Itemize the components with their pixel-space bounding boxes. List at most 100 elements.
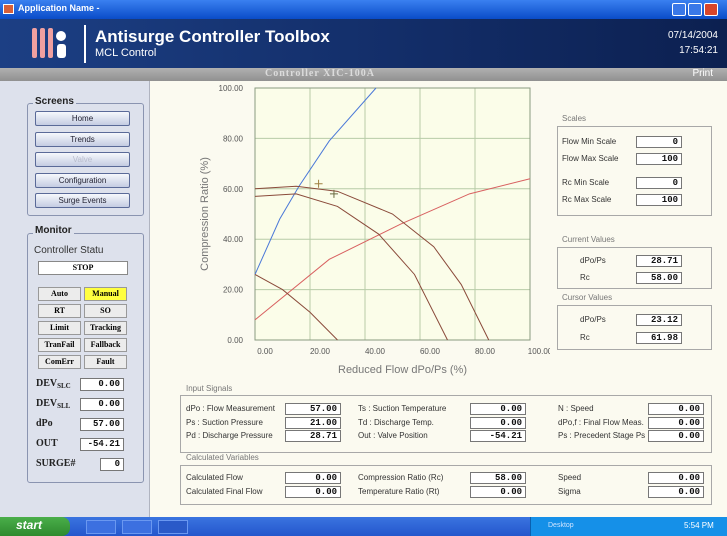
signal-label: Ps : Precedent Stage Ps xyxy=(558,431,646,440)
signal-value: 0.00 xyxy=(648,472,704,484)
field-label: dPo/Ps xyxy=(580,256,606,265)
status-flag: SO xyxy=(84,304,127,318)
start-label[interactable]: start xyxy=(16,518,43,532)
status-flag: TranFail xyxy=(38,338,81,352)
x-tick-label: 80.00 xyxy=(475,347,496,356)
status-flag: RT xyxy=(38,304,81,318)
x-tick-label: 0.00 xyxy=(257,347,273,356)
task-button[interactable] xyxy=(122,520,152,534)
task-button[interactable] xyxy=(158,520,188,534)
reading-value: 0.00 xyxy=(80,378,124,391)
signal-value: 21.00 xyxy=(285,416,341,429)
reading-value: -54.21 xyxy=(80,438,124,451)
y-tick-label: 60.00 xyxy=(223,185,244,194)
screens-group xyxy=(27,103,144,216)
section-box xyxy=(557,305,712,350)
field-value[interactable]: 61.98 xyxy=(636,332,682,344)
signal-label: Calculated Final Flow xyxy=(186,487,263,496)
toolbar xyxy=(0,68,727,81)
field-value[interactable]: 0 xyxy=(636,136,682,148)
reading-subscript: SLC xyxy=(57,382,71,390)
field-value[interactable]: 28.71 xyxy=(636,255,682,267)
signal-value: 0.00 xyxy=(470,403,526,415)
section-title: Input Signals xyxy=(186,384,233,393)
section-title: Calculated Variables xyxy=(186,453,259,462)
logo-bar xyxy=(32,28,37,58)
curve xyxy=(254,178,531,321)
cursor-marker xyxy=(314,179,323,188)
system-tray xyxy=(530,517,727,536)
signal-label: Ts : Suction Temperature xyxy=(358,404,447,413)
field-value[interactable]: 100 xyxy=(636,194,682,206)
y-tick-label: 0.00 xyxy=(227,336,243,345)
reading-value: 0 xyxy=(100,458,124,471)
logo-dot xyxy=(56,31,66,41)
nav-button[interactable]: Home xyxy=(35,111,130,126)
curve xyxy=(254,193,448,341)
chart: 0.00 20.00 40.00 60.00 80.00 100.00 0.00 20.00 4… xyxy=(199,84,550,376)
field-label: Flow Min Scale xyxy=(562,137,617,146)
signal-value: 0.00 xyxy=(648,416,704,429)
status-flag: Manual xyxy=(84,287,127,301)
logo-bar xyxy=(40,28,45,58)
field-value[interactable]: 23.12 xyxy=(636,314,682,326)
group-title: Screens xyxy=(33,96,76,107)
start-button[interactable] xyxy=(0,517,70,536)
y-tick-label: 20.00 xyxy=(223,286,244,295)
print-button[interactable]: Print xyxy=(692,68,713,79)
reading-subscript: SLL xyxy=(57,402,71,410)
x-tick-label: 20.00 xyxy=(310,347,331,356)
close-button[interactable] xyxy=(704,3,718,16)
field-value[interactable]: 58.00 xyxy=(636,272,682,284)
status-flag: Fallback xyxy=(84,338,127,352)
header-divider xyxy=(84,25,86,63)
app-subtitle: MCL Control xyxy=(95,47,157,59)
curve xyxy=(254,185,490,341)
status-flag: ComErr xyxy=(38,355,81,369)
field-value[interactable]: 0 xyxy=(636,177,682,189)
signal-value: -54.21 xyxy=(470,430,526,442)
reading-value: 57.00 xyxy=(80,418,124,431)
signal-value: 58.00 xyxy=(470,472,526,484)
header xyxy=(0,19,727,68)
reading-value: 0.00 xyxy=(80,398,124,411)
minimize-button[interactable] xyxy=(672,3,686,16)
reading-label: DEVSLC xyxy=(36,378,71,390)
y-tick-label: 80.00 xyxy=(223,134,244,143)
section-box xyxy=(180,395,712,453)
y-tick-label: 100.00 xyxy=(219,84,244,93)
nav-button[interactable]: Configuration xyxy=(35,172,130,188)
section-title: Current Values xyxy=(562,235,615,244)
y-tick-label: 40.00 xyxy=(223,235,244,244)
signal-label: dPo,f : Final Flow Meas. xyxy=(558,417,644,427)
signal-value: 0.00 xyxy=(648,403,704,415)
task-button[interactable] xyxy=(86,520,116,534)
signal-label: dPo : Flow Measurement xyxy=(186,404,275,413)
status-box: STOP xyxy=(38,261,128,275)
x-axis-label: Reduced Flow dPo/Ps (%) xyxy=(338,364,467,376)
nav-button[interactable]: Valve xyxy=(35,152,130,167)
signal-label: Ps : Suction Pressure xyxy=(186,417,263,427)
signal-value: 0.00 xyxy=(648,430,704,442)
signal-label: Pd : Discharge Pressure xyxy=(186,431,273,440)
signal-label: Calculated Flow xyxy=(186,473,243,482)
section-box xyxy=(557,126,712,216)
curve xyxy=(254,274,338,341)
section-box xyxy=(557,247,712,289)
signal-label: Speed xyxy=(558,473,582,482)
y-axis-label: Compression Ratio (%) xyxy=(199,157,211,271)
signal-label: Out : Valve Position xyxy=(358,431,428,440)
signal-value: 0.00 xyxy=(470,416,526,429)
signal-label: Sigma xyxy=(558,487,581,496)
group-title: Monitor xyxy=(33,225,74,236)
field-value[interactable]: 100 xyxy=(636,153,682,165)
maximize-button[interactable] xyxy=(688,3,702,16)
nav-button[interactable]: Surge Events xyxy=(35,193,130,208)
logo-bar xyxy=(48,28,53,58)
nav-button[interactable]: Trends xyxy=(35,131,130,147)
signal-value: 0.00 xyxy=(648,486,704,498)
app-icon xyxy=(3,4,14,14)
field-label: Rc Max Scale xyxy=(562,195,612,204)
logo-bar xyxy=(57,44,66,58)
